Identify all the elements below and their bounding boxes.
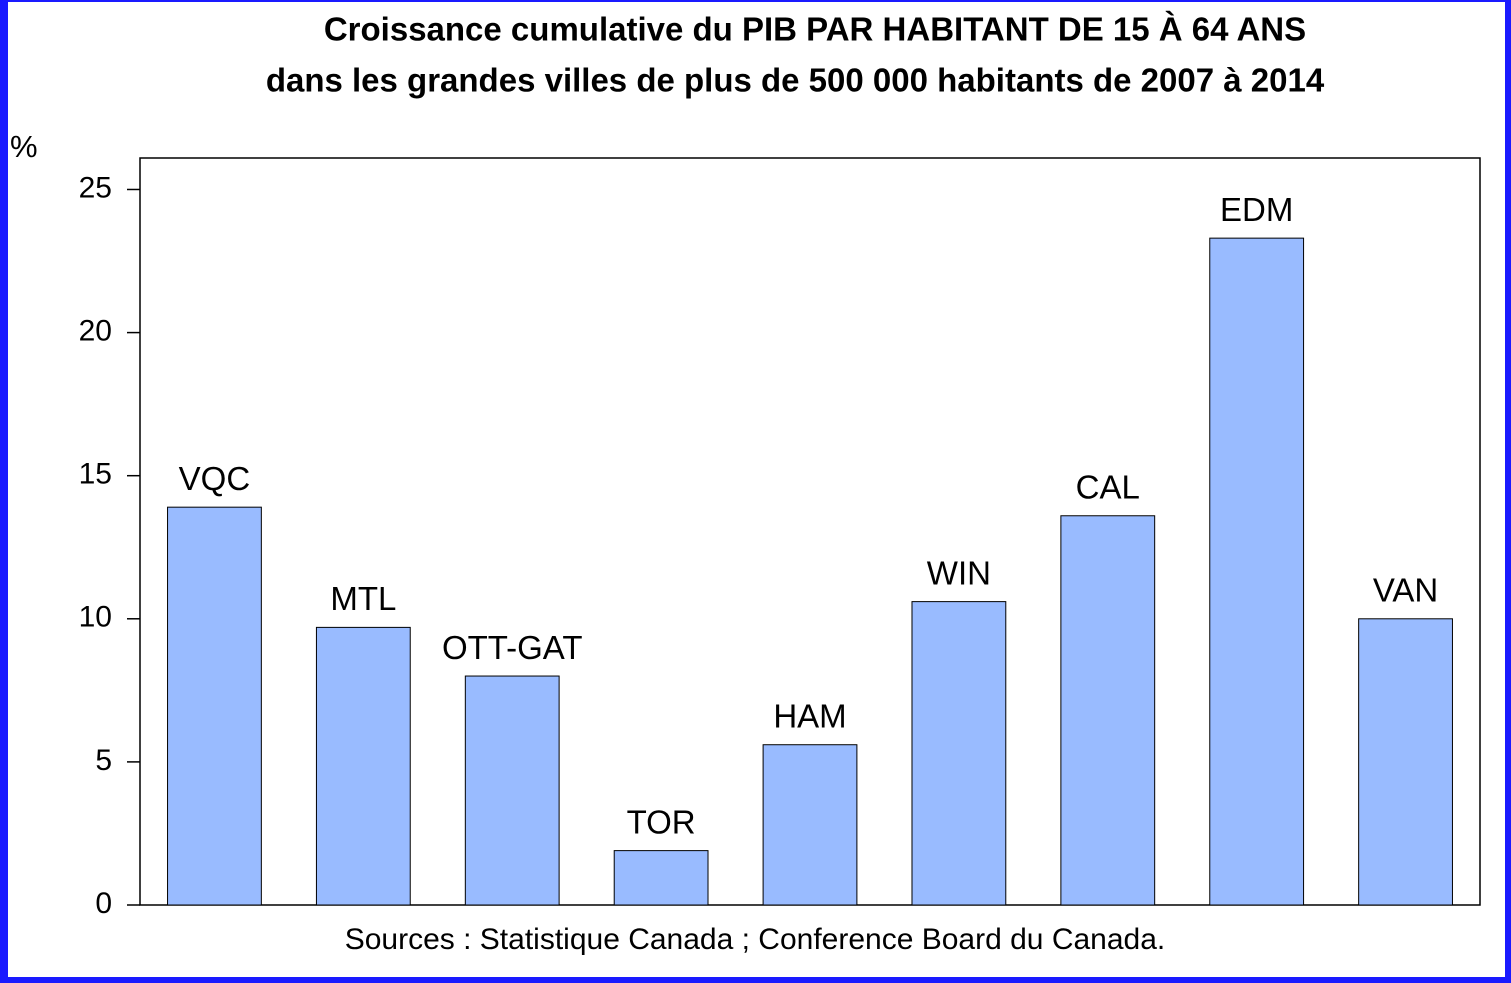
bar-category-label: CAL	[1076, 468, 1140, 505]
chart-title: Croissance cumulative du PIB PAR HABITAN…	[324, 11, 1306, 48]
bar-category-label: VAN	[1373, 572, 1438, 609]
chart-title: dans les grandes villes de plus de 500 0…	[266, 62, 1325, 99]
bar	[613, 850, 709, 906]
y-tick-label: 20	[79, 315, 112, 348]
bar-category-label: VQC	[179, 460, 251, 497]
source-note: Sources : Statistique Canada ; Conferenc…	[345, 923, 1166, 956]
bar	[315, 626, 411, 906]
bar-category-label: EDM	[1220, 191, 1293, 228]
bar-category-label: MTL	[330, 580, 396, 617]
y-tick-label: 5	[95, 744, 112, 777]
y-tick-label: 25	[79, 171, 112, 204]
bar	[464, 675, 560, 906]
bar-category-label: TOR	[627, 803, 696, 840]
bar-category-label: WIN	[927, 554, 991, 591]
y-tick-label: 10	[79, 601, 112, 634]
y-axis-label: %	[10, 129, 38, 164]
bar	[1209, 237, 1305, 906]
bar-category-label: OTT-GAT	[442, 629, 583, 666]
bar	[167, 506, 262, 906]
y-tick-label: 0	[95, 887, 112, 920]
bar	[1358, 618, 1453, 906]
bar	[911, 601, 1007, 906]
bar-category-label: HAM	[773, 697, 846, 734]
y-tick-label: 15	[79, 458, 112, 491]
bar	[762, 744, 858, 906]
bar	[1060, 515, 1156, 906]
